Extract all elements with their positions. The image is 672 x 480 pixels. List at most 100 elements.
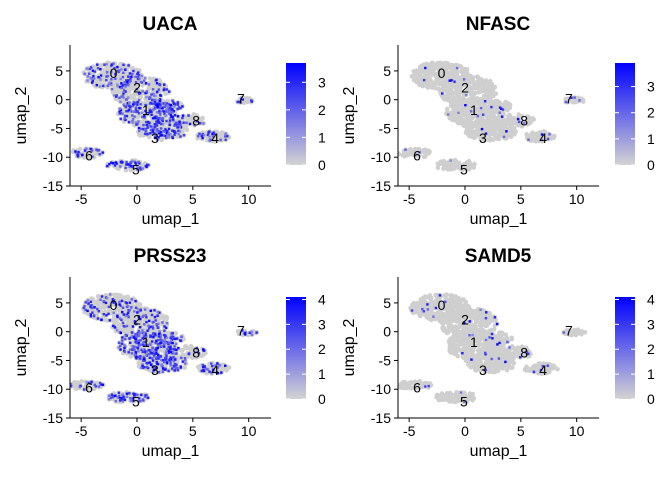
cell-point (134, 83, 140, 89)
y-tick-label: -15 (43, 178, 63, 194)
expressing-cell-point (138, 106, 141, 110)
expressing-cell-point (146, 362, 149, 365)
expressing-cell-point (159, 336, 162, 339)
expressing-cell-point (121, 94, 125, 97)
x-tick-label: 10 (569, 191, 585, 207)
expressing-cell-point (127, 351, 130, 354)
expressing-cell-point (154, 357, 158, 360)
expressing-cell-point (122, 324, 125, 328)
expressing-cell-point (498, 106, 502, 109)
expressing-cell-point (127, 75, 130, 78)
x-tick-label: 5 (189, 191, 197, 207)
expressing-cell-point (123, 83, 126, 86)
expressing-cell-point (169, 345, 172, 348)
expressing-cell-point (107, 305, 111, 308)
expressing-cell-point (130, 160, 133, 164)
expressing-cell-point (154, 102, 157, 105)
expressing-cell-point (164, 134, 167, 138)
cell-point (470, 115, 475, 121)
expressing-cell-point (155, 115, 158, 119)
expressing-cell-point (404, 148, 407, 151)
cell-point (484, 113, 489, 119)
expressing-cell-point (188, 122, 192, 126)
expressing-cell-point (87, 302, 90, 305)
expressing-cells (404, 66, 581, 162)
expressing-cell-point (146, 133, 149, 136)
cell-point (226, 365, 232, 370)
cell-point (82, 384, 88, 390)
cell-point (467, 119, 472, 125)
expressing-cell-point (121, 336, 124, 339)
expressing-cell-point (127, 308, 130, 312)
expressing-cell-point (115, 95, 118, 98)
expressing-cell-point (127, 108, 130, 111)
expressing-cell-point (157, 88, 160, 91)
expressing-cell-point (155, 124, 159, 127)
expressing-cell-point (143, 366, 146, 369)
expressing-cell-point (133, 110, 137, 113)
expressing-cell-point (153, 116, 156, 119)
expressing-cell-point (129, 163, 132, 166)
expressing-cell-point (150, 93, 153, 96)
cluster-label: 5 (132, 161, 140, 177)
cell-point (481, 86, 486, 92)
cell-point (480, 137, 486, 142)
expressing-cell-point (175, 123, 179, 126)
cell-point (448, 69, 454, 75)
expressing-cell-point (160, 117, 163, 120)
expressing-cell-point (169, 111, 172, 114)
cell-point (398, 150, 401, 156)
expressing-cell-point (152, 370, 155, 373)
cell-point (544, 133, 549, 138)
cell-point (452, 96, 458, 101)
expressing-cell-point (142, 344, 146, 347)
expressing-cell-point (76, 155, 80, 158)
expressing-cell-point (174, 366, 177, 370)
expressing-cell-point (119, 344, 122, 348)
expressing-cell-point (105, 314, 108, 317)
expressing-cell-point (161, 119, 164, 123)
cluster-label: 6 (85, 147, 93, 163)
expressing-cell-point (85, 147, 88, 150)
expressing-cell-point (168, 119, 172, 122)
expressing-cell-point (137, 98, 141, 102)
cell-point (98, 305, 104, 311)
cell-point (435, 62, 441, 67)
expressing-cell-point (138, 332, 141, 336)
expressing-cell-point (137, 71, 140, 74)
expressing-cell-point (106, 84, 109, 87)
expressing-cell-point (175, 363, 178, 366)
expressing-cell-point (141, 167, 145, 170)
expressing-cell-point (210, 372, 213, 375)
expressing-cell-point (184, 359, 187, 362)
expressing-cell-point (135, 341, 138, 345)
expressing-cell-point (119, 107, 122, 111)
expressing-cell-point (109, 293, 112, 296)
y-tick-label: -5 (51, 120, 64, 136)
expressing-cell-point (134, 346, 138, 349)
expressing-cell-point (155, 339, 158, 343)
cell-point (117, 294, 123, 300)
cell-point (182, 123, 188, 128)
expressing-cell-point (138, 77, 141, 80)
expressing-cell-point (108, 319, 111, 322)
expressing-cell-point (158, 103, 161, 106)
expressing-cell-point (139, 366, 143, 369)
expressing-cell-point (133, 320, 136, 323)
expressing-cell-point (90, 66, 93, 69)
expressing-cell-point (86, 75, 89, 78)
expressing-cell-point (216, 362, 219, 365)
expressing-cell-point (167, 346, 170, 349)
cell-point (194, 112, 199, 118)
expressing-cell-point (124, 301, 127, 304)
expressing-cell-point (158, 132, 161, 135)
expressing-cell-point (212, 368, 215, 371)
expressing-cell-point (162, 88, 165, 92)
cell-point (218, 133, 223, 138)
cell-point (503, 106, 509, 111)
expressing-cell-point (164, 352, 168, 355)
expressing-cell-point (103, 63, 106, 66)
expressing-cell-point (142, 337, 145, 340)
expressing-cell-point (131, 325, 135, 328)
